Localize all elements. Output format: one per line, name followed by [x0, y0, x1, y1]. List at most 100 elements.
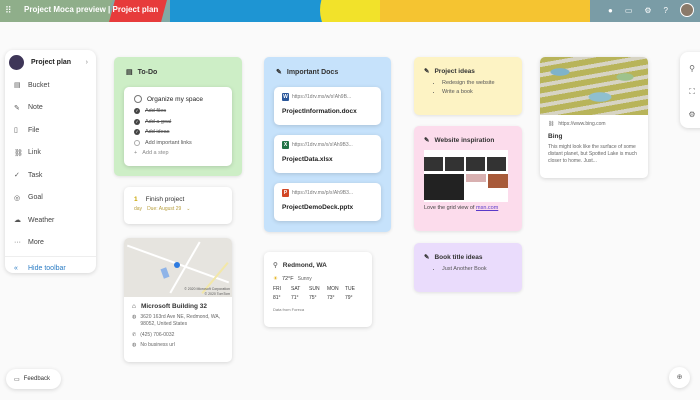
- step-checkbox[interactable]: [134, 139, 140, 146]
- feedback-icon: ▭: [14, 376, 20, 383]
- sidebar-item-label: More: [28, 239, 44, 247]
- weather-condition: Sunny: [297, 276, 312, 282]
- note-item: Write a book: [442, 88, 512, 97]
- settings-icon[interactable]: ⚙: [688, 110, 696, 119]
- file-name: ProjectDemoDeck.pptx: [282, 204, 354, 211]
- app-header: ⠿ Project Moca preview | Project plan ● …: [0, 0, 700, 22]
- feedback-label: Feedback: [23, 376, 51, 382]
- todo-card[interactable]: Organize my space ✓ Add files ✓ Add a goal ✓…: [124, 87, 232, 166]
- forecast-temp: 71°: [291, 295, 299, 301]
- note-icon: ✎: [424, 68, 430, 75]
- file-url[interactable]: https://1drv.ms/x/s!Ah9B3...: [292, 142, 353, 148]
- note-icon: ✎: [276, 69, 282, 76]
- forecast-temp: 73°: [327, 295, 335, 301]
- note-item: Just Another Book: [442, 265, 512, 274]
- forecast-day: SAT: [291, 286, 301, 292]
- sidebar-item-bucket[interactable]: ▤ Bucket: [5, 74, 96, 97]
- location-phone: (425) 706-0032: [140, 332, 175, 338]
- app-title: Project Moca preview | Project plan: [24, 5, 159, 14]
- sidebar-item-label: Note: [28, 104, 43, 112]
- help-icon[interactable]: ?: [663, 5, 668, 15]
- link-description: This might look like the surface of some…: [548, 144, 637, 164]
- current-temp: 72°F: [281, 276, 294, 282]
- file-url[interactable]: https://1drv.ms/p/s!Ah9B3...: [292, 190, 354, 196]
- bucket-icon: ▤: [126, 69, 133, 76]
- map-copyright-tomtom: © 2020 TomTom: [204, 292, 230, 296]
- note-icon: ✎: [424, 254, 430, 261]
- forecast-temp: 75°: [309, 295, 317, 301]
- task-step[interactable]: Add important links: [134, 138, 222, 149]
- sidebar-item-label: Task: [28, 171, 43, 179]
- weather-source: Data from Foreca: [273, 307, 305, 312]
- sidebar-item-label: File: [28, 126, 40, 134]
- link-url[interactable]: https://www.bing.com: [558, 121, 606, 127]
- globe-icon: ◍: [132, 314, 137, 320]
- file-name: ProjectData.xlsx: [282, 156, 333, 163]
- sidebar-item-label: Link: [28, 149, 41, 157]
- file-type-icon: P: [282, 189, 289, 197]
- weather-card[interactable]: ⚲ Redmond, WA ☀ 72°F Sunny FRI SAT SUN MON TU…: [264, 252, 372, 327]
- bing-link-card[interactable]: ⛓ https://www.bing.com Bing This might lo…: [540, 57, 648, 178]
- sidebar-item-task[interactable]: ✓ Task: [5, 164, 96, 187]
- todo-bucket[interactable]: ▤ To-Do Organize my space ✓ Add files ✓ Add …: [114, 57, 242, 176]
- task-step[interactable]: ✓ Add ideas: [134, 127, 222, 138]
- checked-icon[interactable]: ✓: [134, 118, 140, 125]
- sidebar-item-note[interactable]: ✎ Note: [5, 97, 96, 120]
- task-checkbox[interactable]: [134, 95, 142, 103]
- checked-icon[interactable]: ✓: [134, 129, 140, 136]
- website-inspiration-note[interactable]: ✎ Website inspiration Love the grid view …: [414, 126, 522, 231]
- sidebar-item-link[interactable]: ⛓ Link: [5, 142, 96, 165]
- search-icon[interactable]: ⚲: [689, 64, 695, 73]
- file-url[interactable]: https://1drv.ms/w/s!Ah9B...: [292, 94, 352, 100]
- settings-icon[interactable]: ⚙: [644, 5, 652, 15]
- location-pin-icon: ⚲: [273, 262, 278, 269]
- location-card[interactable]: © 2020 Microsoft Corporation © 2020 TomT…: [124, 238, 232, 362]
- task-step[interactable]: ✓ Add a goal: [134, 117, 222, 128]
- file-icon: ▯: [14, 127, 18, 135]
- task-icon: ✓: [14, 172, 20, 180]
- step-label: Add important links: [145, 139, 192, 146]
- link-title: Bing: [548, 133, 563, 140]
- task-step[interactable]: ✓ Add files: [134, 106, 222, 117]
- sidebar-item-goal[interactable]: ◎ Goal: [5, 187, 96, 210]
- phone-icon: ✆: [132, 332, 137, 338]
- map-image[interactable]: © 2020 Microsoft Corporation © 2020 TomT…: [124, 238, 232, 297]
- zoom-button[interactable]: ⊕: [669, 367, 690, 388]
- sidebar-toolbar: Project plan › ▤ Bucket ✎ Note ▯ File ⛓ Link ✓ Ta…: [5, 50, 96, 273]
- website-screenshot[interactable]: [424, 150, 508, 202]
- project-avatar: [9, 54, 24, 70]
- feedback-button[interactable]: ▭ Feedback: [6, 369, 61, 389]
- goal-card[interactable]: 1 Finish project day Due: August 29 ⌄: [124, 187, 232, 224]
- sidebar-item-weather[interactable]: ☁ Weather: [5, 209, 96, 232]
- sidebar-item-file[interactable]: ▯ File: [5, 119, 96, 142]
- hide-toolbar-button[interactable]: « Hide toolbar: [5, 257, 96, 280]
- bucket-icon: ▤: [14, 82, 21, 90]
- chevron-right-icon: ›: [85, 58, 88, 66]
- zoom-in-icon: ⊕: [676, 374, 683, 381]
- weather-icon: ☁: [14, 217, 21, 225]
- note-title: Project ideas: [434, 67, 475, 75]
- project-switcher[interactable]: Project plan ›: [5, 50, 96, 74]
- sidebar-item-more[interactable]: ··· More: [5, 232, 96, 255]
- project-ideas-note[interactable]: ✎ Project ideas Redesign the websiteWrite…: [414, 57, 522, 115]
- apps-grid-icon[interactable]: ⠿: [5, 5, 12, 15]
- task-title: Organize my space: [147, 95, 203, 103]
- chevron-down-icon: ⌄: [186, 206, 191, 212]
- feedback-icon[interactable]: ▭: [624, 5, 633, 15]
- fit-screen-icon[interactable]: ⛶: [689, 87, 695, 96]
- avatar[interactable]: [680, 3, 694, 17]
- skype-icon[interactable]: ●: [607, 5, 613, 15]
- project-title: Project plan: [31, 58, 72, 66]
- book-title-ideas-note[interactable]: ✎ Book title ideas Just Another Book: [414, 243, 522, 292]
- add-step-label: Add a step: [142, 150, 169, 157]
- add-step-button[interactable]: + Add a step: [134, 148, 222, 159]
- forecast-day: MON: [327, 286, 339, 292]
- checked-icon[interactable]: ✓: [134, 108, 140, 115]
- web-icon: ◍: [132, 342, 137, 348]
- goal-due-date[interactable]: Due: August 29: [147, 206, 182, 212]
- msn-link[interactable]: msn.com: [475, 205, 499, 211]
